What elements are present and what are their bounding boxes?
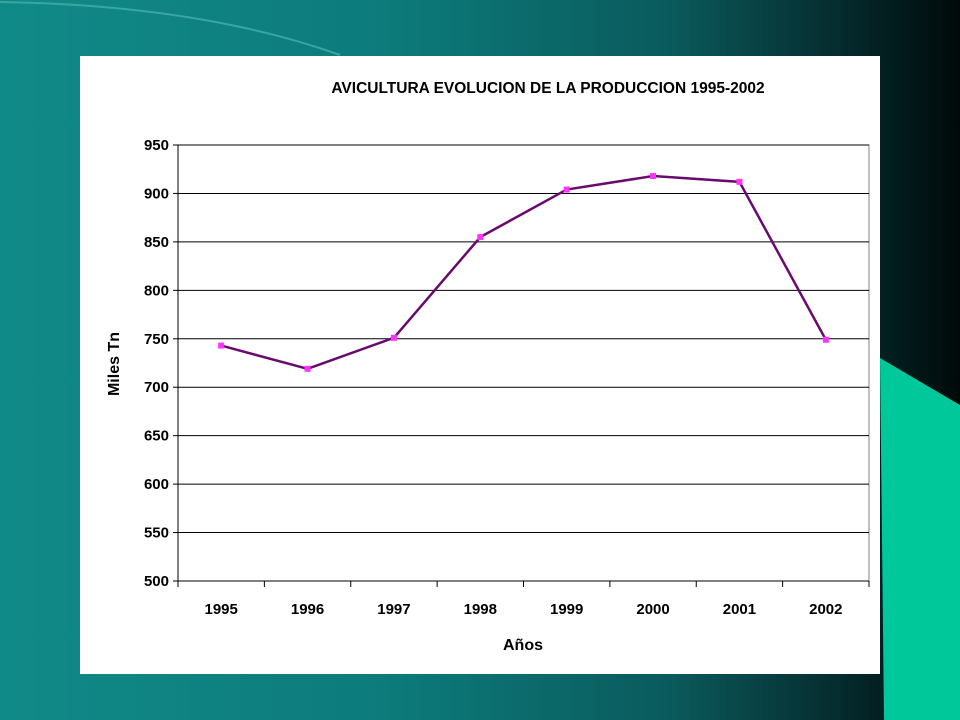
x-axis-label: Años [503, 637, 543, 654]
y-tick-label: 500 [144, 573, 169, 590]
y-tick-label: 900 [144, 185, 169, 202]
x-tick-label: 2001 [723, 601, 756, 618]
data-point [390, 334, 397, 341]
chart-panel: AVICULTURA EVOLUCION DE LA PRODUCCION 19… [80, 56, 880, 674]
y-tick-label: 750 [144, 331, 169, 348]
x-tick-label: 2000 [636, 601, 669, 618]
y-tick-label: 800 [144, 282, 169, 299]
data-point [563, 186, 570, 193]
accent-shape [880, 358, 960, 720]
x-tick-label: 1997 [377, 601, 410, 618]
line-chart: AVICULTURA EVOLUCION DE LA PRODUCCION 19… [106, 80, 870, 654]
y-tick-label: 550 [144, 525, 169, 542]
y-tick-label: 600 [144, 476, 169, 493]
x-tick-label: 2002 [809, 601, 842, 618]
y-tick-label: 850 [144, 234, 169, 251]
data-point [736, 178, 743, 185]
data-point [650, 173, 657, 180]
plot-frame [177, 144, 870, 582]
x-tick-label: 1998 [464, 601, 497, 618]
y-tick-label: 650 [144, 428, 169, 445]
x-tick-label: 1995 [205, 601, 238, 618]
chart-title: AVICULTURA EVOLUCION DE LA PRODUCCION 19… [331, 80, 764, 97]
y-tick-label: 950 [144, 137, 169, 154]
x-tick-label: 1999 [550, 601, 583, 618]
decorative-curve [0, 1, 341, 56]
data-point [304, 365, 311, 372]
x-tick-label: 1996 [291, 601, 324, 618]
series-line [220, 174, 827, 371]
data-point [477, 234, 484, 241]
data-point [822, 336, 829, 343]
data-point [218, 342, 225, 349]
plot-area: 500 550 600 650 700 750 800 850 900 950 1995 1996 19… [144, 137, 870, 618]
y-tick-label: 700 [144, 379, 169, 396]
y-axis-label: Miles Tn [106, 332, 123, 396]
